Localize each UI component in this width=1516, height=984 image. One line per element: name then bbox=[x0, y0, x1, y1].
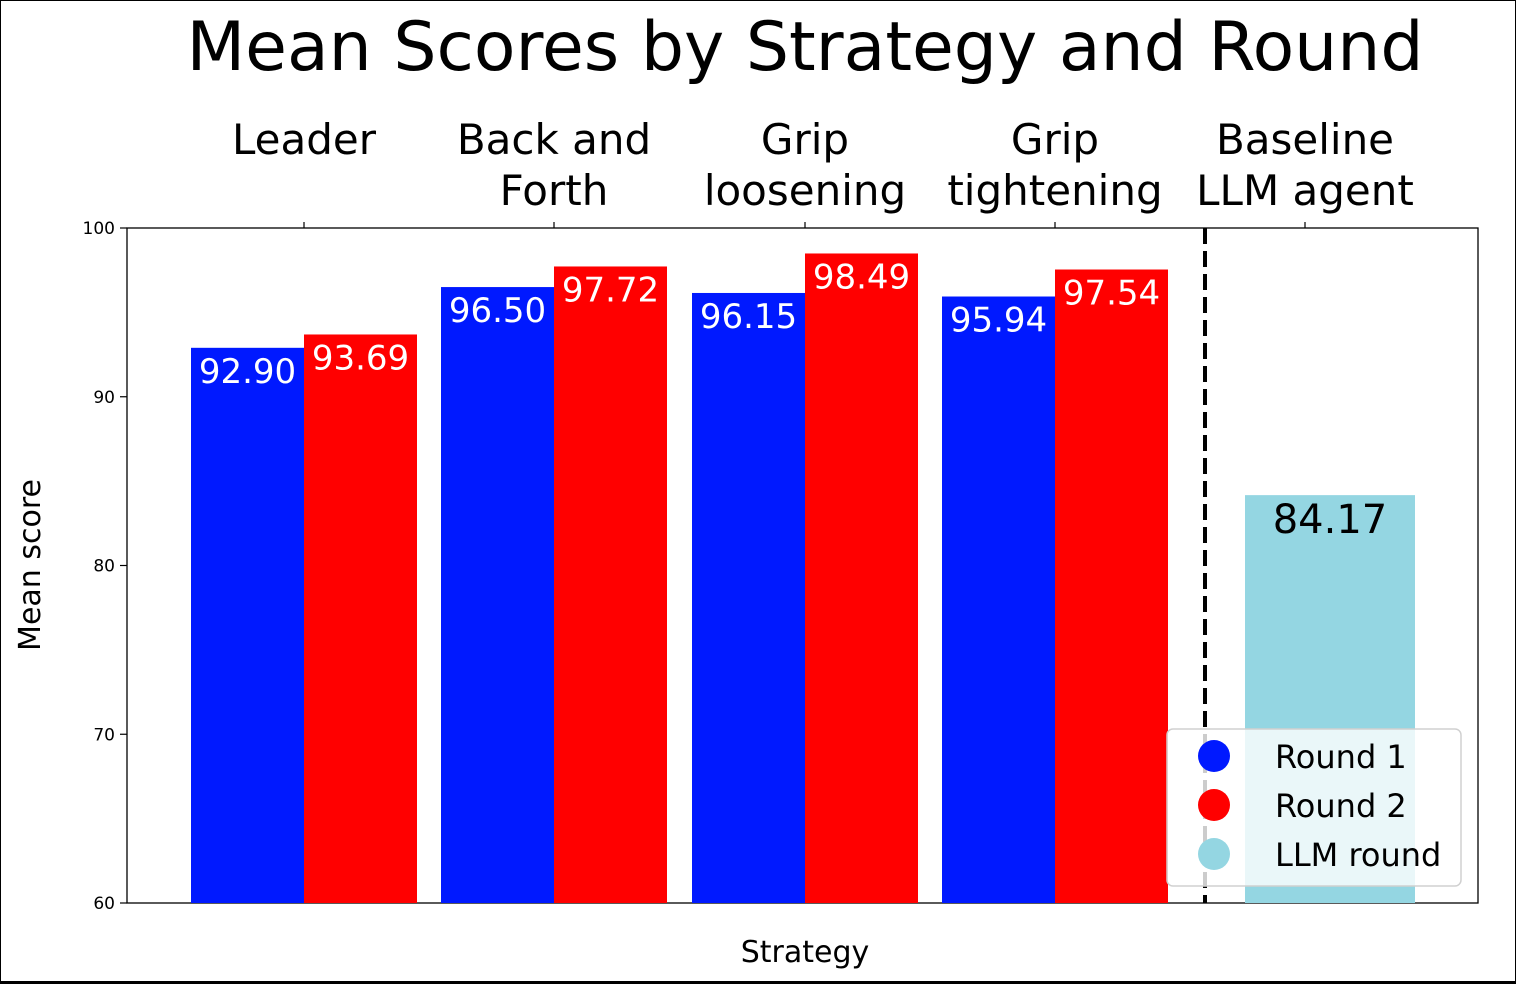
legend-marker bbox=[1198, 838, 1230, 870]
y-tick-label: 70 bbox=[93, 725, 115, 745]
y-axis-label: Mean score bbox=[13, 479, 48, 651]
bar-round-2 bbox=[304, 334, 417, 903]
bar-value-label: 97.54 bbox=[1063, 274, 1160, 314]
x-category-label-line: loosening bbox=[704, 166, 906, 215]
bar-round-2 bbox=[554, 266, 667, 904]
x-category-label: Leader bbox=[232, 115, 377, 164]
legend-label: Round 1 bbox=[1275, 738, 1407, 776]
bar-round-2 bbox=[805, 253, 918, 903]
x-category-label-line: Grip bbox=[761, 115, 849, 164]
x-axis-label: Strategy bbox=[741, 935, 870, 970]
bar-value-label: 98.49 bbox=[813, 257, 910, 297]
chart-title: Mean Scores by Strategy and Round bbox=[186, 8, 1423, 87]
x-category-label-line: Baseline bbox=[1216, 115, 1394, 164]
legend-marker bbox=[1198, 789, 1230, 821]
x-category-label-line: Grip bbox=[1011, 115, 1099, 164]
x-category-label: Back and Forth bbox=[457, 115, 651, 215]
bar-round-1 bbox=[441, 287, 554, 903]
x-category-label-line: tightening bbox=[947, 166, 1162, 215]
bar-round-2 bbox=[1055, 269, 1168, 903]
legend-box bbox=[1166, 728, 1462, 887]
bar-value-label: 92.90 bbox=[199, 352, 296, 392]
y-axis: 60 70 80 90 100 bbox=[83, 219, 127, 914]
x-category-label: Baseline LLM agent bbox=[1196, 115, 1414, 215]
bar-round-1 bbox=[191, 347, 304, 903]
y-tick-label: 100 bbox=[83, 219, 115, 239]
legend-label: Round 2 bbox=[1275, 787, 1407, 825]
bar-round-1 bbox=[692, 292, 805, 903]
x-category-label: Grip tightening bbox=[947, 115, 1162, 215]
bar-value-label: 97.72 bbox=[562, 270, 659, 310]
legend-marker bbox=[1198, 740, 1230, 772]
bar-value-label: 95.94 bbox=[950, 301, 1047, 341]
bar-round-1 bbox=[942, 296, 1055, 903]
bar-value-label: 96.50 bbox=[449, 291, 546, 331]
bar-value-label: 84.17 bbox=[1273, 497, 1388, 543]
bar-value-label: 96.15 bbox=[700, 297, 797, 337]
y-tick-label: 90 bbox=[93, 388, 115, 408]
plot-area: 92.90 96.50 96.15 95.94 93.69 97.72 98.49 97.54… bbox=[126, 227, 1479, 904]
x-category-label-line: Forth bbox=[500, 166, 609, 215]
y-tick-label: 60 bbox=[93, 894, 115, 914]
x-category-label-line: LLM agent bbox=[1196, 166, 1414, 215]
x-category-label-line: Back and bbox=[457, 115, 651, 164]
legend-label: LLM round bbox=[1275, 836, 1441, 874]
x-category-label: Grip loosening bbox=[704, 115, 906, 215]
bar-value-label: 93.69 bbox=[312, 338, 409, 378]
y-tick-label: 80 bbox=[93, 557, 115, 577]
legend: Round 1 Round 2 LLM round bbox=[1166, 728, 1462, 887]
x-category-label-line: Leader bbox=[232, 115, 377, 164]
